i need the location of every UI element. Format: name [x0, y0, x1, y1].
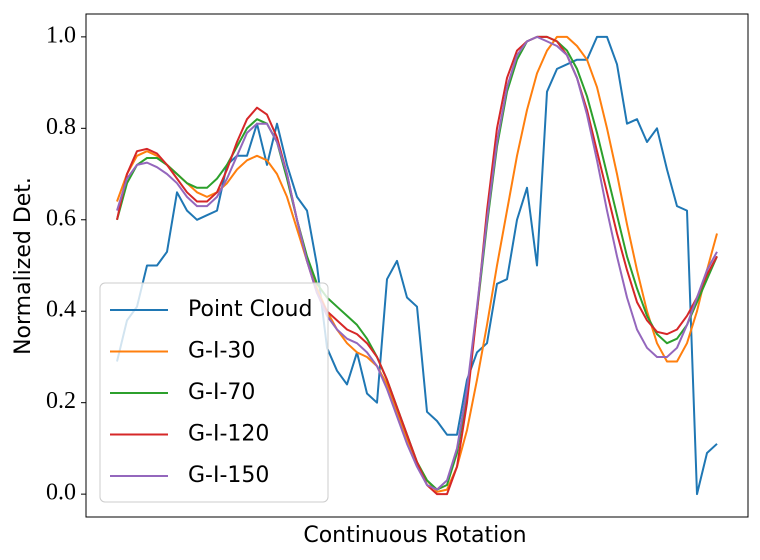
- legend-label: G-I-120: [188, 422, 269, 447]
- y-tick-label: 0.0: [46, 480, 76, 506]
- legend-label: Point Cloud: [188, 297, 312, 322]
- legend-box: [99, 282, 329, 503]
- y-axis-label: Normalized Det.: [11, 177, 36, 355]
- legend-label: G-I-150: [188, 463, 269, 488]
- legend-label: G-I-30: [188, 339, 255, 364]
- series-line: [116, 35, 718, 496]
- y-tick-label: 0.8: [46, 114, 76, 140]
- x-axis-label: Continuous Rotation: [303, 523, 526, 548]
- plot-frame: [85, 13, 749, 518]
- series-line: [116, 35, 718, 496]
- y-tick-label: 0.2: [46, 388, 76, 414]
- series-line: [116, 35, 718, 491]
- legend-label: G-I-70: [188, 380, 255, 405]
- y-tick-label: 0.4: [46, 297, 76, 323]
- y-tick-label: 1.0: [46, 22, 76, 48]
- y-tick-label: 0.6: [46, 205, 76, 231]
